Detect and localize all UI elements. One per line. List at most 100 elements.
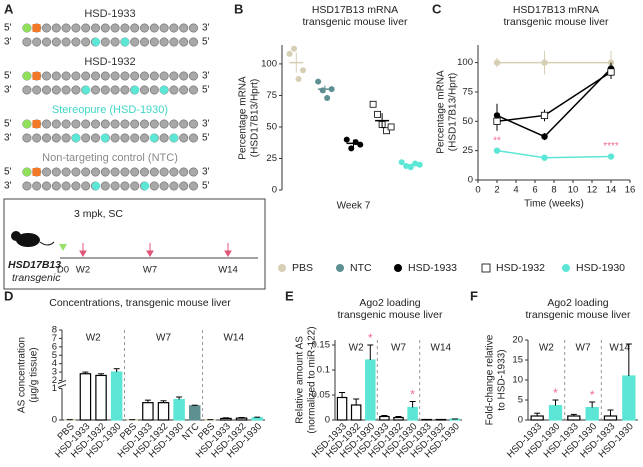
- panel-title: HSD17B13 mRNA: [312, 4, 398, 16]
- significance: *: [553, 386, 558, 400]
- panel-title: Ago2 loading: [359, 297, 420, 309]
- data-point: [398, 159, 405, 166]
- bar: [585, 407, 599, 421]
- x-tick-label: 4: [513, 185, 518, 196]
- panel-letter: D: [4, 288, 13, 303]
- timeline-box: [3, 198, 266, 290]
- panel-title: transgenic mouse liver: [337, 309, 443, 321]
- axis-break: [57, 380, 67, 388]
- strand-end: 5': [4, 167, 12, 178]
- x-tick-label: 14: [606, 185, 617, 196]
- data-point: [541, 154, 548, 161]
- x-axis-label: Time (weeks): [524, 199, 584, 210]
- oligo-name: HSD-1933: [84, 8, 135, 20]
- bar: [336, 396, 348, 421]
- x-tick-label: 2: [494, 185, 499, 196]
- mouse-label: HSD17B13: [8, 259, 61, 271]
- significance: **: [493, 135, 501, 146]
- data-point: [407, 164, 414, 171]
- bar: [251, 417, 263, 421]
- y-tick-label: 0.1: [317, 365, 330, 376]
- bar: [110, 371, 123, 421]
- y-tick-label: 0: [52, 415, 57, 426]
- panel-title: Ago2 loading: [547, 297, 608, 309]
- data-point: [493, 59, 501, 66]
- strand-end: 3': [202, 167, 210, 178]
- significance: ****: [603, 141, 619, 152]
- x-tick-label: 10: [568, 185, 579, 196]
- oligo-schematic: [22, 23, 198, 191]
- group-label: W2: [539, 343, 554, 354]
- y-tick-label: 50: [266, 121, 277, 132]
- bar: [393, 416, 404, 421]
- y-tick-label: 25: [462, 145, 473, 156]
- oligo-name: Non-targeting control (NTC): [42, 152, 178, 164]
- group-label: W2: [349, 343, 364, 354]
- group-label: W7: [156, 333, 171, 344]
- y-axis-label: (HSD17B13/Hprt): [250, 79, 261, 157]
- y-axis-label: to HSD-1933): [497, 349, 508, 410]
- data-point: [607, 153, 615, 160]
- y-tick-label: 6: [52, 341, 57, 352]
- bar: [365, 359, 376, 421]
- panel-title: Concentrations, transgenic mouse liver: [49, 297, 231, 309]
- strand-end: 5': [202, 133, 210, 144]
- timepoint-label: W7: [143, 265, 157, 276]
- dose-marker: [59, 244, 67, 251]
- panel-title: transgenic mouse liver: [302, 16, 408, 28]
- y-tick-label: 0: [325, 415, 330, 426]
- bar: [95, 374, 107, 421]
- panel-letter: E: [285, 288, 294, 303]
- x-tick-label: 16: [625, 185, 636, 196]
- y-axis-label: Percentage mRNA: [238, 76, 249, 160]
- oligo-name: Stereopure (HSD-1930): [52, 104, 168, 116]
- y-tick-label: 2: [52, 375, 57, 386]
- y-tick-label: 25: [266, 153, 277, 164]
- x-tick-label: 12: [587, 185, 598, 196]
- data-point: [343, 136, 350, 143]
- data-point: [324, 94, 331, 101]
- strand-end: 3': [4, 133, 12, 144]
- series-line: [496, 67, 612, 138]
- strand-end: 3': [202, 71, 210, 82]
- data-point: [387, 123, 395, 131]
- y-axis-label: (HSD17B13/Hprt): [448, 73, 459, 151]
- data-point: [300, 67, 307, 74]
- strand-end: 3': [4, 85, 12, 96]
- y-tick-label: 7: [52, 333, 57, 344]
- group-label: W14: [609, 343, 630, 354]
- bar: [350, 404, 362, 421]
- significance: *: [410, 388, 415, 402]
- y-tick-label: 10: [512, 375, 523, 386]
- y-tick-label: 100: [261, 58, 277, 69]
- data-point: [383, 127, 391, 135]
- x-tick-label: 0: [475, 185, 480, 196]
- bar: [235, 417, 248, 421]
- y-tick-label: 5: [518, 395, 523, 406]
- data-point: [315, 78, 322, 85]
- legend-label: NTC: [350, 262, 372, 274]
- data-point: [369, 100, 377, 108]
- mouse-icon: [11, 231, 55, 247]
- strand-end: 3': [4, 37, 12, 48]
- y-tick-label: 0: [468, 175, 473, 186]
- y-tick-label: 3: [52, 367, 57, 378]
- y-axis-label: AS concentration: [17, 337, 28, 413]
- y-tick-label: 15: [512, 355, 523, 366]
- legend-label: HSD-1930: [576, 262, 625, 274]
- group-label: W7: [391, 343, 406, 354]
- y-tick-label: 1: [52, 383, 57, 394]
- bar: [530, 415, 544, 421]
- group-label: W2: [86, 333, 101, 344]
- data-point: [493, 117, 501, 125]
- y-tick-label: 0: [518, 415, 523, 426]
- mouse-label: transgenic: [12, 272, 61, 284]
- panel-title: HSD17B13 mRNA: [513, 4, 599, 16]
- data-point: [493, 147, 501, 154]
- legend-marker: [278, 264, 286, 272]
- y-tick-label: 75: [462, 86, 473, 97]
- bar: [603, 415, 618, 421]
- strand-end: 5': [4, 23, 12, 34]
- y-tick-label: 0: [272, 185, 277, 196]
